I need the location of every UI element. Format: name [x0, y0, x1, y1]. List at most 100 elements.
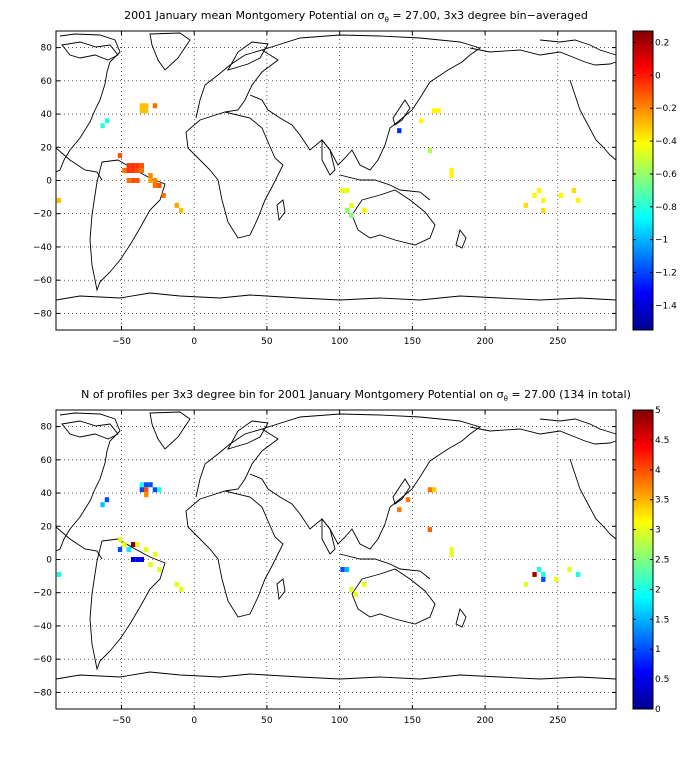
bottom-data-cell: [130, 557, 136, 562]
top-y-tick-label: −80: [33, 309, 52, 319]
top-data-cell: [174, 202, 179, 208]
top-data-cell: [541, 197, 546, 203]
bottom-data-cell: [536, 566, 542, 572]
top-coast-alaska-west: [469, 47, 617, 66]
bottom-x-tick-label: 250: [549, 716, 566, 726]
bottom-colorbar-tick-label: 1.5: [655, 615, 669, 625]
bottom-data-cell: [117, 547, 123, 553]
top-colorbar-tick-label: −0.8: [655, 203, 677, 213]
bottom-coast-antarctica: [55, 671, 617, 680]
bottom-coast-alaska-west: [469, 426, 617, 445]
top-data-cell: [139, 163, 144, 169]
bottom-data-cell: [554, 576, 559, 582]
bottom-coast-canada-arctic: [61, 420, 119, 440]
bottom-colorbar-tick-label: 2: [655, 585, 661, 595]
top-y-tick-label: −40: [33, 243, 52, 253]
bottom-data-cell: [449, 547, 454, 553]
bottom-data-cell: [148, 561, 153, 567]
top-coast-madagascar: [276, 199, 286, 222]
bottom-x-tick-label: 150: [404, 716, 421, 726]
top-coast-canada-arctic: [61, 41, 119, 61]
bottom-data-cell: [353, 591, 358, 597]
bottom-x-tick-label: 200: [476, 716, 493, 726]
top-data-cell: [161, 192, 166, 198]
bottom-coast-india: [321, 517, 336, 555]
top-data-cell: [344, 207, 350, 213]
top-x-tick-label: 100: [331, 337, 348, 347]
bottom-data-cell: [152, 552, 158, 557]
bottom-data-cells: [56, 482, 581, 597]
bottom-coast-asia: [249, 413, 482, 550]
top-data-cell: [144, 108, 149, 114]
bottom-data-cell: [139, 482, 144, 488]
top-data-cell: [178, 207, 184, 213]
top-data-cell: [436, 108, 441, 114]
top-x-tick-label: −50: [112, 337, 131, 347]
top-data-cell: [152, 103, 158, 109]
top-data-cell: [349, 212, 354, 218]
bottom-coastlines: [55, 411, 617, 680]
top-data-cell: [449, 173, 454, 179]
bottom-y-tick-label: 60: [41, 456, 53, 466]
bottom-colorbar-tick-label: 3: [655, 526, 661, 536]
bottom-data-cell: [178, 586, 184, 592]
top-y-tick-label: 80: [41, 44, 53, 54]
top-data-cell: [576, 197, 581, 203]
bottom-coast-scandinavia: [227, 420, 269, 450]
top-coast-scandinavia: [227, 41, 269, 71]
bottom-data-cell: [139, 557, 144, 562]
bottom-data-cell: [174, 581, 179, 587]
top-data-cell: [122, 168, 127, 174]
top-data-cell: [135, 178, 140, 183]
top-colorbar-ticks: 0.2 0 −0.2 −0.4 −0.6 −0.8 −1 −1.2 −1.4: [633, 39, 677, 311]
bottom-data-cell: [144, 492, 149, 498]
bottom-data-cell: [157, 566, 162, 572]
bottom-x-tick-label: 0: [191, 716, 197, 726]
bottom-data-cell: [152, 487, 158, 493]
top-coast-asia: [249, 34, 482, 171]
bottom-chart-title: N of profiles per 3x3 degree bin for 200…: [81, 388, 631, 403]
bottom-data-cell: [100, 502, 105, 508]
top-coast-americas-west: [569, 79, 617, 161]
top-data-cell: [139, 168, 144, 174]
top-data-cell: [541, 207, 546, 213]
bottom-y-tick-label: −80: [33, 688, 52, 698]
bottom-colorbar-tick-label: 2.5: [655, 556, 669, 566]
top-data-cells: [56, 103, 581, 218]
top-coast-new-zealand: [455, 228, 467, 249]
bottom-data-cell: [130, 542, 136, 548]
top-coast-africa: [185, 111, 284, 239]
bottom-data-cell: [157, 487, 162, 493]
bottom-data-cell: [144, 482, 149, 488]
bottom-coast-japan: [392, 478, 411, 505]
top-data-cell: [148, 178, 153, 183]
bottom-data-cell: [122, 542, 127, 548]
bottom-data-cell: [541, 576, 546, 582]
bottom-x-tick-label: 100: [331, 716, 348, 726]
bottom-coast-australia: [351, 568, 436, 625]
top-x-axis: −50 0 50 100 150 200 250: [112, 31, 567, 347]
top-y-tick-label: −20: [33, 210, 52, 220]
bottom-coast-madagascar: [276, 578, 286, 601]
bottom-data-cell: [135, 557, 140, 562]
top-data-cell: [139, 108, 144, 114]
top-data-cell: [117, 153, 123, 159]
top-x-tick-label: 50: [261, 337, 273, 347]
bottom-data-cell: [576, 571, 581, 577]
top-coast-greenland: [149, 32, 191, 71]
top-data-cell: [558, 192, 563, 198]
panel-bottom: N of profiles per 3x3 degree bin for 200…: [33, 388, 669, 726]
bottom-data-cell: [405, 497, 411, 503]
top-data-cell: [397, 128, 402, 134]
bottom-colorbar-tick-label: 4: [655, 466, 661, 476]
top-data-cell: [427, 148, 432, 154]
bottom-colorbar-tick-label: 0: [655, 705, 661, 715]
bottom-data-cell: [567, 566, 572, 572]
top-x-tick-label: 0: [191, 337, 197, 347]
bottom-coast-north-america: [55, 412, 121, 552]
top-data-cell: [130, 168, 136, 174]
top-data-cell: [130, 163, 136, 169]
bottom-data-cell: [56, 571, 62, 577]
bottom-x-axis: −50 0 50 100 150 200 250: [112, 410, 567, 726]
top-data-cell: [344, 187, 350, 193]
